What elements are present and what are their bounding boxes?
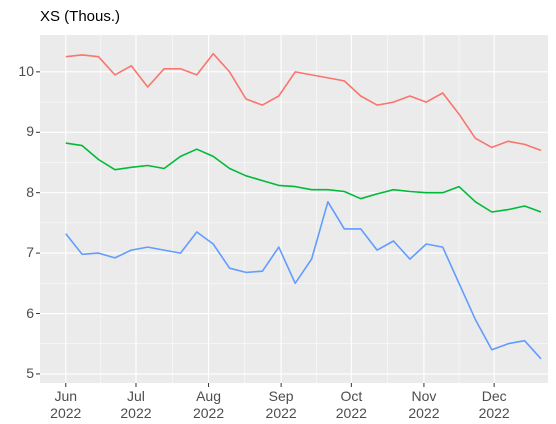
x-tick-label: Nov 2022: [408, 388, 440, 421]
x-tick-label: Dec 2022: [478, 388, 510, 421]
y-tick-label: 6: [26, 304, 34, 321]
y-tick-label: 7: [26, 244, 34, 261]
line-series: [65, 142, 542, 213]
x-tick-label: Aug 2022: [192, 388, 225, 421]
x-tick-label: Sep 2022: [265, 388, 297, 421]
y-tick-label: 10: [18, 62, 34, 79]
x-tick-label: Jun 2022: [50, 388, 82, 421]
x-tick-label: Oct 2022: [335, 388, 367, 421]
chart-title: XS (Thous.): [40, 8, 121, 25]
y-tick-label: 9: [26, 123, 34, 140]
line-series: [65, 52, 542, 152]
y-tick-label: 5: [26, 364, 34, 381]
line-series: [65, 201, 542, 360]
y-tick-label: 8: [26, 183, 34, 200]
x-tick-label: Jul 2022: [120, 388, 152, 421]
panel: [40, 35, 548, 383]
